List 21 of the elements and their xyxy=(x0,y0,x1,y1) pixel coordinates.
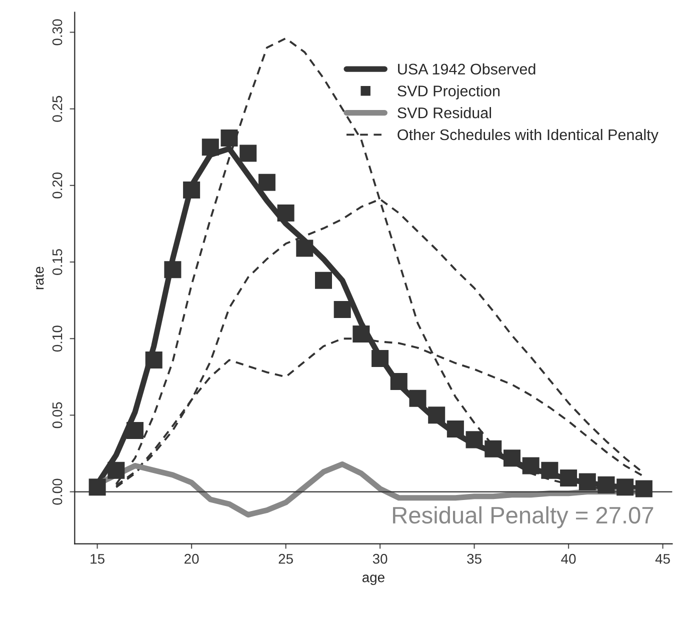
y-tick-label: 0.00 xyxy=(52,478,62,505)
x-tick-label: 25 xyxy=(278,554,293,564)
legend-label: SVD Residual xyxy=(398,107,491,118)
y-tick-label: 0.15 xyxy=(52,249,62,275)
legend-label: SVD Projection xyxy=(398,85,500,100)
y-axis-title: rate xyxy=(34,266,44,290)
x-tick-label: 15 xyxy=(90,554,104,564)
x-tick-label: 35 xyxy=(467,554,482,564)
y-tick-label: 0.10 xyxy=(52,326,62,352)
x-tick-label: 20 xyxy=(184,554,199,564)
x-axis-title: age xyxy=(362,574,384,586)
legend-label: Other Schedules with Identical Penalty xyxy=(398,128,658,144)
x-tick-label: 30 xyxy=(372,554,388,564)
annotation: Residual Penalty = 27.07 xyxy=(393,506,654,528)
legend-label: USA 1942 Observed xyxy=(398,63,536,75)
y-tick-label: 0.25 xyxy=(52,96,62,122)
x-tick-label: 40 xyxy=(561,554,576,564)
y-tick-label: 0.20 xyxy=(52,172,62,198)
x-tick-label: 45 xyxy=(655,554,670,564)
y-tick-label: 0.05 xyxy=(52,402,62,428)
y-tick-label: 0.30 xyxy=(52,19,62,46)
